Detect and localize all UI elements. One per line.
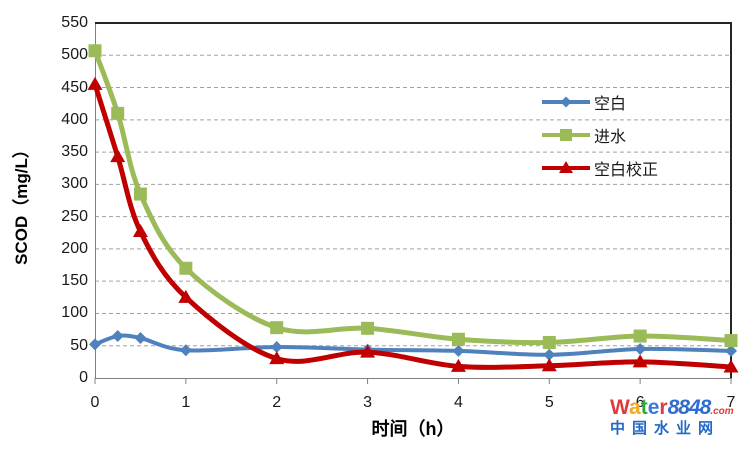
- data-point-marker: [178, 289, 194, 303]
- data-point-marker: [452, 344, 465, 357]
- data-point-marker: [179, 344, 192, 357]
- y-tick-label: 0: [79, 369, 88, 386]
- data-point-marker: [134, 331, 147, 344]
- data-point-marker: [541, 358, 557, 372]
- y-tick-label: 50: [70, 336, 88, 354]
- watermark-letter: r: [659, 396, 668, 419]
- x-tick-label: 4: [453, 394, 463, 411]
- y-tick-label: 500: [61, 46, 88, 64]
- legend-item: 进水: [541, 118, 658, 151]
- legend-marker: [560, 96, 572, 107]
- legend-marker: [559, 160, 573, 173]
- y-tick-label: 400: [61, 110, 88, 128]
- y-tick-label: 450: [61, 78, 88, 96]
- legend-item: 空白校正: [541, 151, 658, 184]
- watermark-brand: Water8848.com: [610, 397, 751, 418]
- watermark-number: 8848: [667, 396, 712, 419]
- watermark-site-name: 中国水业网: [610, 420, 721, 437]
- y-tick-label: 300: [61, 175, 88, 193]
- legend-label: 空白: [594, 95, 627, 113]
- data-point-marker: [723, 359, 739, 373]
- series-line: [92, 48, 734, 346]
- data-point-marker: [451, 332, 465, 346]
- y-tick-label: 200: [61, 239, 88, 257]
- legend-marker-square: [542, 128, 590, 141]
- watermark-word: Water: [610, 396, 668, 419]
- data-point-marker: [111, 330, 124, 343]
- x-tick-label: 0: [90, 394, 100, 411]
- data-point-marker: [269, 351, 285, 365]
- x-tick-label: 3: [363, 394, 373, 411]
- legend-item: 空白: [541, 85, 658, 118]
- data-point-marker: [87, 76, 103, 90]
- series-进水: [88, 44, 738, 349]
- data-point-marker: [88, 44, 102, 58]
- data-point-marker: [133, 187, 147, 201]
- legend-marker: [560, 128, 572, 141]
- data-point-marker: [542, 336, 556, 349]
- legend-marker-triangle: [542, 160, 590, 173]
- watermark-letter: t: [640, 396, 648, 419]
- x-tick-label: 7: [726, 394, 736, 411]
- watermark-letter: a: [629, 396, 641, 419]
- y-axis-title: SCOD（mg/L）: [12, 141, 31, 265]
- data-point-marker: [450, 358, 466, 372]
- series-空白校正: [87, 76, 739, 373]
- x-tick-label: 6: [635, 394, 645, 411]
- data-point-marker: [132, 223, 148, 237]
- watermark: Water8848.com 中国水业网: [610, 397, 751, 436]
- data-point-marker: [111, 106, 125, 120]
- data-point-marker: [110, 149, 126, 163]
- data-point-marker: [724, 334, 738, 348]
- watermark-letter: W: [610, 396, 630, 419]
- data-point-marker: [179, 261, 193, 275]
- y-tick-label: 100: [61, 304, 88, 322]
- data-point-marker: [270, 341, 283, 354]
- legend-marker-diamond: [542, 96, 590, 107]
- data-point-marker: [360, 344, 376, 358]
- data-point-marker: [89, 338, 101, 351]
- y-tick-label: 250: [61, 207, 88, 225]
- x-tick-label: 5: [544, 394, 554, 411]
- data-point-marker: [361, 321, 375, 335]
- data-point-marker: [725, 344, 737, 357]
- y-tick-label: 350: [61, 143, 88, 161]
- series-空白: [89, 330, 737, 361]
- y-tick-label: 150: [61, 272, 88, 290]
- data-point-marker: [634, 342, 647, 355]
- legend: 空白 进水 空白校正: [541, 85, 658, 184]
- legend-label: 进水: [594, 128, 627, 146]
- data-point-marker: [632, 354, 648, 368]
- legend-label: 空白校正: [594, 161, 659, 179]
- watermark-letter: e: [647, 396, 660, 419]
- y-tick-label: 550: [61, 14, 88, 31]
- x-tick-label: 2: [272, 394, 282, 411]
- data-point-marker: [633, 329, 647, 343]
- watermark-domain-suffix: .com: [710, 406, 734, 417]
- data-point-marker: [543, 348, 556, 361]
- series-line: [92, 81, 734, 370]
- x-axis-title: 时间（h）: [371, 419, 455, 439]
- x-tick-label: 1: [181, 394, 191, 411]
- data-point-marker: [270, 321, 284, 335]
- series-line: [93, 333, 733, 357]
